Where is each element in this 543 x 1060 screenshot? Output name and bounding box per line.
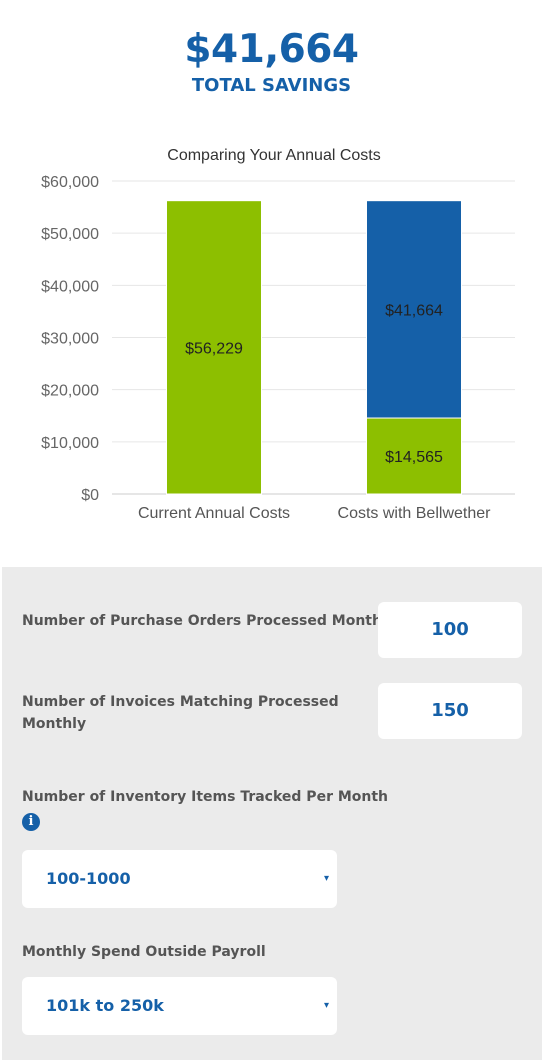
savings-summary: $41,664 TOTAL SAVINGS xyxy=(0,26,543,98)
y-tick-label: $40,000 xyxy=(41,278,99,295)
y-tick-label: $20,000 xyxy=(41,383,99,400)
purchase-orders-input[interactable]: 100 xyxy=(378,602,522,658)
invoices-label-line2: Monthly xyxy=(22,716,87,732)
invoices-label-line1: Number of Invoices Matching Processed xyxy=(22,694,339,710)
bar-value-label: $14,565 xyxy=(385,449,443,466)
bar-value-label: $41,664 xyxy=(385,302,443,319)
inventory-select[interactable]: 100-1000 ▾ xyxy=(22,850,337,908)
bar-segment xyxy=(366,200,462,419)
total-savings-amount: $41,664 xyxy=(184,27,359,72)
bar-segment xyxy=(166,200,262,495)
calculator-form-panel: Number of Purchase Orders Processed Mont… xyxy=(2,567,542,1060)
purchase-orders-label: Number of Purchase Orders Processed Mont… xyxy=(22,613,396,629)
inventory-label: Number of Inventory Items Tracked Per Mo… xyxy=(22,789,389,805)
y-tick-label: $50,000 xyxy=(41,226,99,243)
invoices-input[interactable]: 150 xyxy=(378,683,522,739)
chevron-down-icon: ▾ xyxy=(323,873,329,884)
y-tick-label: $10,000 xyxy=(41,435,99,452)
inventory-select-value: 100-1000 xyxy=(46,869,131,888)
info-icon[interactable]: i xyxy=(22,813,40,831)
bar-segment xyxy=(366,417,462,495)
spend-label: Monthly Spend Outside Payroll xyxy=(22,944,266,960)
total-savings-label: TOTAL SAVINGS xyxy=(191,75,352,96)
x-tick-label: Current Annual Costs xyxy=(138,505,290,522)
y-tick-label: $0 xyxy=(81,487,99,504)
x-tick-label: Costs with Bellwether xyxy=(338,505,492,522)
y-tick-label: $60,000 xyxy=(41,174,99,191)
y-tick-label: $30,000 xyxy=(41,331,99,348)
invoices-label: Number of Invoices Matching Processed Mo… xyxy=(22,691,339,735)
annual-costs-chart: Comparing Your Annual Costs $0 $10,000 $20,… xyxy=(41,147,515,522)
bar-value-label: $56,229 xyxy=(185,340,243,357)
chevron-down-icon: ▾ xyxy=(323,1000,329,1011)
chart-title: Comparing Your Annual Costs xyxy=(167,147,380,164)
spend-select-value: 101k to 250k xyxy=(46,996,164,1015)
spend-select[interactable]: 101k to 250k ▾ xyxy=(22,977,337,1035)
